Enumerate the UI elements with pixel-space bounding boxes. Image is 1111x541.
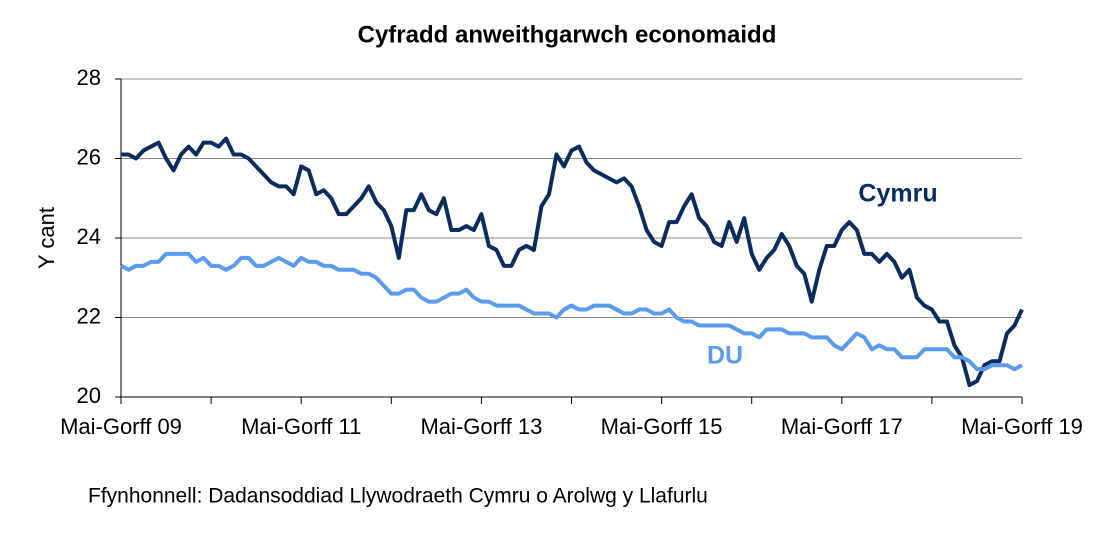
y-tick-label: 28 xyxy=(77,65,101,90)
y-axis-label: Y cant xyxy=(34,207,59,269)
chart-title: Cyfradd anweithgarwch economaidd xyxy=(358,21,777,48)
series-label: Cymru xyxy=(858,180,937,208)
line-series xyxy=(121,136,1024,388)
y-tick-label: 22 xyxy=(77,303,101,328)
x-tick-label: Mai-Gorff 11 xyxy=(241,414,361,439)
x-tick-label: Mai-Gorff 09 xyxy=(60,414,182,439)
x-tick-label: Mai-Gorff 15 xyxy=(601,414,723,439)
x-tick-label: Mai-Gorff 19 xyxy=(961,414,1083,439)
x-tick-label: Mai-Gorff 13 xyxy=(420,414,542,439)
y-tick-label: 20 xyxy=(77,383,101,408)
y-tick-label: 26 xyxy=(77,144,101,169)
x-tick-label: Mai-Gorff 17 xyxy=(781,414,903,439)
source-note: Ffynhonnell: Dadansoddiad Llywodraeth Cy… xyxy=(88,485,708,508)
line-series xyxy=(120,251,1023,372)
series-label: DU xyxy=(707,342,743,370)
y-tick-label: 24 xyxy=(77,224,101,249)
